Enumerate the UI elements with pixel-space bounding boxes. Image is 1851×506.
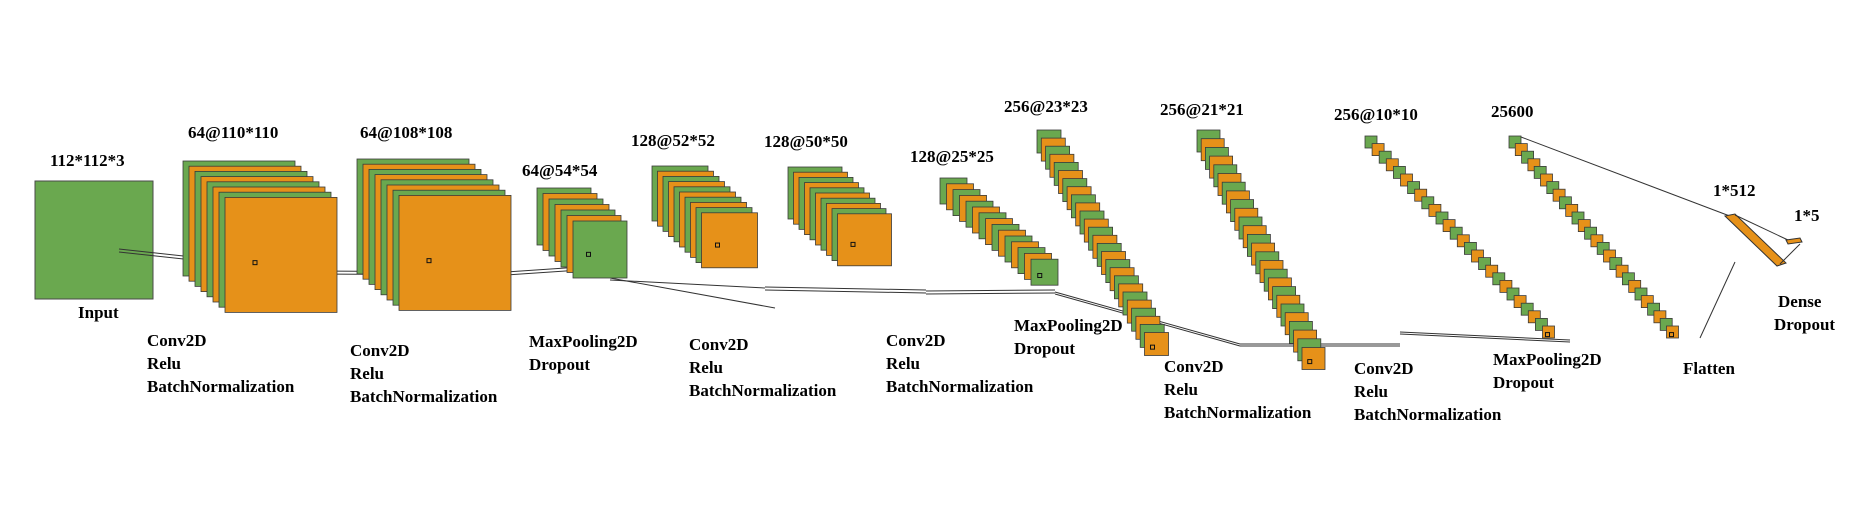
dense-layers: 1*512 1*5 Dense Dropout xyxy=(1713,181,1835,334)
layer-op-label: BatchNormalization xyxy=(886,377,1034,396)
input-dim-label: 112*112*3 xyxy=(50,151,125,170)
layer-dim-label: 128@25*25 xyxy=(910,147,994,166)
kernel-window xyxy=(1150,344,1155,350)
feature-map xyxy=(224,196,338,313)
feature-map xyxy=(837,213,892,267)
layer-op-label: MaxPooling2D xyxy=(1014,316,1123,335)
layer-stack-1: 64@110*110 Conv2D Relu BatchNormalization xyxy=(147,123,338,396)
layer-op-label: Conv2D xyxy=(886,331,946,350)
layer-stack-10: 25600 Flatten xyxy=(1491,102,1735,378)
layer-op-label: BatchNormalization xyxy=(689,381,837,400)
layer-stack-2: 64@108*108 Conv2D Relu BatchNormalization xyxy=(350,123,512,406)
layer-op-label: BatchNormalization xyxy=(350,387,498,406)
dense-op-label: Dense xyxy=(1778,292,1822,311)
feature-map xyxy=(398,194,512,311)
layer-dim-label: 25600 xyxy=(1491,102,1534,121)
input-name-label: Input xyxy=(78,303,119,322)
feature-map xyxy=(572,220,628,279)
connection-line xyxy=(764,289,927,294)
kernel-window xyxy=(586,251,591,257)
kernel-window xyxy=(1669,332,1674,338)
layer-op-label: Flatten xyxy=(1683,359,1735,378)
layer-stack-4: 128@52*52 Conv2D Relu BatchNormalization xyxy=(631,131,837,400)
layer-stack-7: 256@23*23 Conv2D Relu BatchNormalization xyxy=(1004,97,1312,422)
connection-line xyxy=(925,292,1056,295)
layer-dim-label: 256@21*21 xyxy=(1160,100,1244,119)
connection-line xyxy=(1734,214,1789,241)
kernel-window xyxy=(850,241,856,247)
layer-op-label: BatchNormalization xyxy=(147,377,295,396)
connection-line xyxy=(764,286,927,291)
layer-dim-label: 128@52*52 xyxy=(631,131,715,150)
connection-line xyxy=(609,279,766,289)
layer-dim-label: 64@54*54 xyxy=(522,161,598,180)
layer-op-label: BatchNormalization xyxy=(1164,403,1312,422)
layer-op-label: Relu xyxy=(1354,382,1388,401)
layer-stack-3: 64@54*54 MaxPooling2D Dropout xyxy=(522,161,638,374)
dense-out-dim-label: 1*5 xyxy=(1794,206,1820,225)
connection-line xyxy=(609,277,776,309)
layer-dim-label: 256@10*10 xyxy=(1334,105,1418,124)
kernel-window xyxy=(715,242,720,248)
layer-op-label: MaxPooling2D xyxy=(529,332,638,351)
feature-map xyxy=(701,212,758,269)
layer-op-label: Dropout xyxy=(1014,339,1075,358)
feature-map xyxy=(1144,332,1169,356)
layer-op-label: Dropout xyxy=(529,355,590,374)
layer-stack-5: 128@50*50 Conv2D Relu BatchNormalization xyxy=(764,132,1034,396)
layer-op-label: Relu xyxy=(350,364,384,383)
layer-dim-label: 256@23*23 xyxy=(1004,97,1088,116)
dense-dim-label: 1*512 xyxy=(1713,181,1756,200)
layer-op-label: Relu xyxy=(689,358,723,377)
connection-line xyxy=(925,289,1056,292)
connection-line xyxy=(1699,261,1736,339)
connection-line xyxy=(1399,331,1571,341)
kernel-window xyxy=(1037,273,1043,278)
dense-512-bar xyxy=(1723,213,1787,267)
layer-op-label: Conv2D xyxy=(1354,359,1414,378)
layer-op-label: Conv2D xyxy=(350,341,410,360)
kernel-window xyxy=(1545,332,1550,338)
layer-stack-6: 128@25*25 MaxPooling2D Dropout xyxy=(910,147,1123,358)
layer-op-label: Conv2D xyxy=(689,335,749,354)
kernel-window xyxy=(252,260,258,266)
input-layer: 112*112*3 Input xyxy=(34,151,154,322)
dense-5-bar xyxy=(1785,237,1803,245)
layer-op-label: BatchNormalization xyxy=(1354,405,1502,424)
layer-op-label: MaxPooling2D xyxy=(1493,350,1602,369)
layer-stack-9: 256@10*10 MaxPooling2D Dropout xyxy=(1334,105,1602,392)
layer-dim-label: 128@50*50 xyxy=(764,132,848,151)
connection-line xyxy=(1779,243,1801,265)
feature-map xyxy=(1301,347,1326,370)
input-map xyxy=(34,180,154,300)
layer-op-label: Relu xyxy=(886,354,920,373)
connection-line xyxy=(1520,136,1736,219)
feature-map xyxy=(1030,258,1059,286)
kernel-window xyxy=(1307,359,1313,365)
layer-dim-label: 64@110*110 xyxy=(188,123,278,142)
layer-op-label: Relu xyxy=(147,354,181,373)
layer-stack-8: 256@21*21 Conv2D Relu BatchNormalization xyxy=(1160,100,1502,424)
layer-op-label: Conv2D xyxy=(147,331,207,350)
dense-op-label: Dropout xyxy=(1774,315,1835,334)
connection-line xyxy=(1399,333,1571,343)
layer-op-label: Dropout xyxy=(1493,373,1554,392)
layer-dim-label: 64@108*108 xyxy=(360,123,452,142)
kernel-window xyxy=(426,258,432,264)
layer-op-label: Conv2D xyxy=(1164,357,1224,376)
layer-op-label: Relu xyxy=(1164,380,1198,399)
